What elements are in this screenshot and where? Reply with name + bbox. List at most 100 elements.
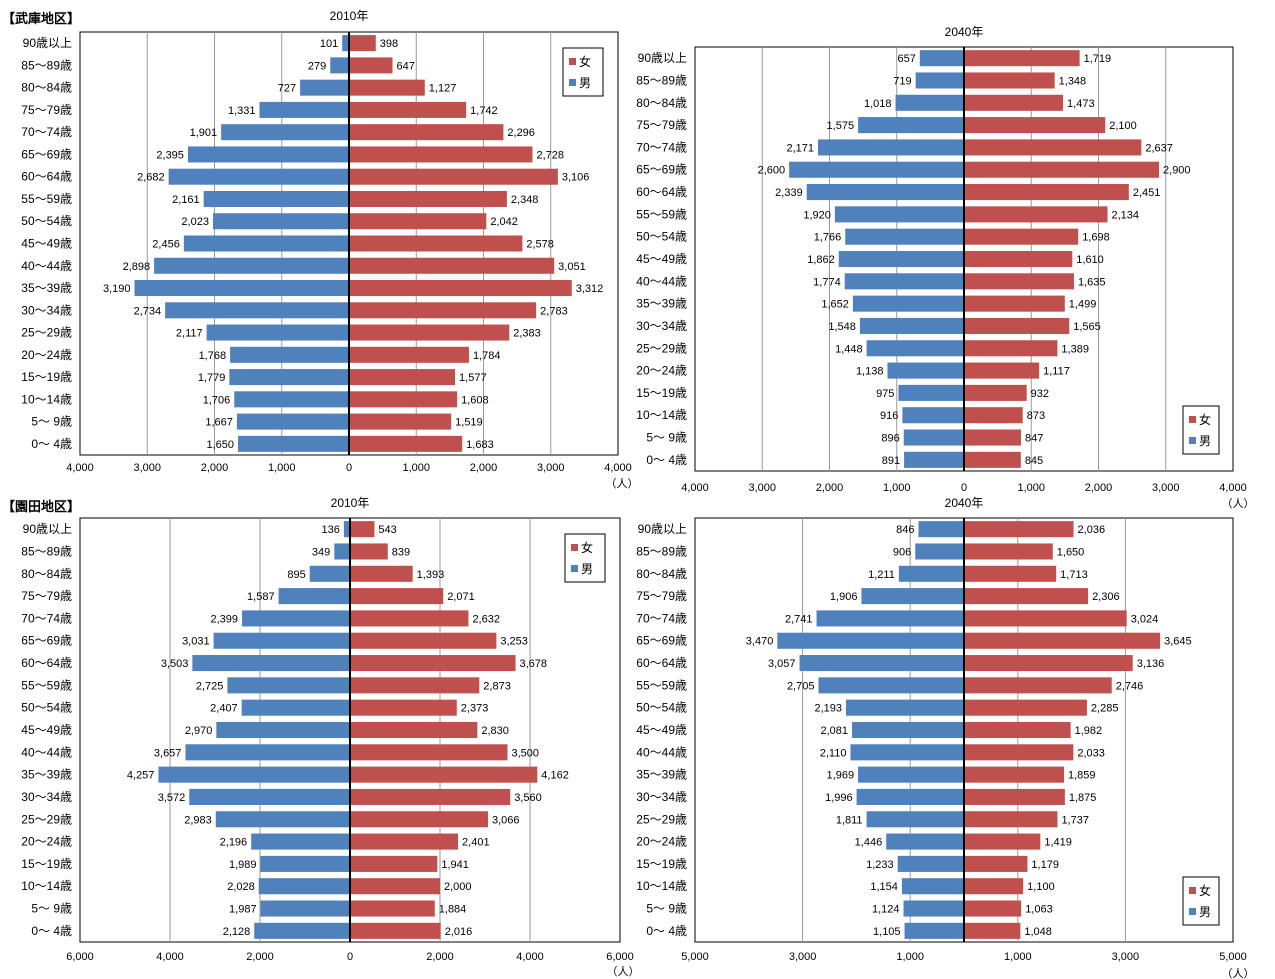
- legend-swatch-female-sonoda-2040: [1189, 887, 1196, 894]
- bar-male-muko-2010: [134, 280, 349, 297]
- bar-female-sonoda-2040: [964, 855, 1028, 872]
- age-label-sonoda-2010: 80～84歳: [21, 567, 72, 581]
- bar-male-sonoda-2010: [242, 610, 350, 627]
- data-label-male-muko-2040: 1,548: [828, 321, 856, 333]
- bar-female-muko-2040: [964, 72, 1055, 89]
- bar-female-muko-2010: [349, 213, 487, 230]
- age-label-sonoda-2040: 50～54歳: [636, 701, 687, 715]
- bar-female-sonoda-2010: [350, 588, 444, 605]
- bar-female-muko-2040: [964, 362, 1040, 379]
- bar-male-muko-2040: [806, 184, 964, 201]
- age-label-muko-2040: 35～39歳: [636, 297, 687, 311]
- age-label-muko-2010: 75～79歳: [21, 103, 72, 117]
- bar-male-muko-2040: [902, 407, 964, 424]
- bar-male-sonoda-2040: [915, 543, 964, 560]
- data-label-female-muko-2010: 3,312: [576, 283, 604, 295]
- data-label-male-sonoda-2040: 846: [896, 524, 914, 536]
- age-label-sonoda-2010: 40～44歳: [21, 745, 72, 759]
- data-label-male-muko-2010: 1,667: [205, 417, 233, 429]
- data-label-female-sonoda-2040: 3,024: [1131, 613, 1159, 625]
- age-label-sonoda-2040: 55～59歳: [636, 678, 687, 692]
- data-label-male-muko-2010: 279: [308, 60, 326, 72]
- age-label-sonoda-2040: 60～64歳: [636, 656, 687, 670]
- age-label-muko-2010: 25～29歳: [21, 326, 72, 340]
- data-label-male-sonoda-2040: 3,470: [746, 636, 774, 648]
- data-label-female-muko-2040: 2,900: [1163, 165, 1191, 177]
- bar-male-sonoda-2010: [192, 655, 350, 672]
- bar-female-sonoda-2010: [350, 833, 459, 850]
- data-label-male-sonoda-2040: 906: [893, 546, 911, 558]
- age-label-muko-2010: 0～ 4歳: [31, 437, 72, 451]
- bar-male-muko-2010: [206, 324, 349, 341]
- bar-female-muko-2040: [964, 429, 1021, 446]
- data-label-female-muko-2040: 2,134: [1112, 209, 1140, 221]
- bar-female-sonoda-2040: [964, 922, 1021, 939]
- bar-male-sonoda-2040: [903, 900, 964, 917]
- bar-female-sonoda-2040: [964, 521, 1074, 538]
- legend-swatch-female-sonoda-2010: [571, 544, 578, 551]
- bar-female-sonoda-2010: [350, 922, 441, 939]
- legend-label-female-sonoda-2040: 女: [1199, 883, 1211, 898]
- data-label-female-muko-2010: 3,106: [562, 172, 590, 184]
- bar-female-sonoda-2010: [350, 855, 438, 872]
- data-label-male-sonoda-2040: 1,105: [873, 926, 901, 938]
- x-tick-label-muko-2010: 0: [346, 462, 352, 474]
- bar-female-sonoda-2040: [964, 878, 1024, 895]
- bar-male-sonoda-2010: [241, 699, 350, 716]
- legend-box-sonoda-2010: [564, 533, 606, 583]
- data-label-female-sonoda-2010: 3,500: [512, 747, 540, 759]
- age-label-muko-2010: 20～24歳: [21, 348, 72, 362]
- data-label-female-muko-2040: 1,473: [1067, 98, 1095, 110]
- bar-female-muko-2010: [349, 168, 558, 185]
- data-label-male-muko-2010: 2,161: [172, 194, 200, 206]
- bar-female-sonoda-2010: [350, 900, 435, 917]
- age-label-sonoda-2010: 35～39歳: [21, 768, 72, 782]
- data-label-female-muko-2040: 1,348: [1059, 75, 1087, 87]
- data-label-female-sonoda-2010: 3,678: [520, 658, 548, 670]
- data-label-female-sonoda-2040: 1,713: [1060, 569, 1088, 581]
- age-label-muko-2010: 35～39歳: [21, 281, 72, 295]
- data-label-male-muko-2010: 727: [278, 83, 296, 95]
- bar-male-sonoda-2040: [858, 766, 964, 783]
- bar-female-muko-2040: [964, 161, 1160, 178]
- age-label-muko-2040: 85～89歳: [636, 73, 687, 87]
- data-label-female-muko-2040: 1,698: [1082, 232, 1110, 244]
- legend-label-female-muko-2010: 女: [579, 54, 591, 69]
- bar-female-sonoda-2010: [350, 632, 497, 649]
- bar-male-muko-2040: [859, 317, 964, 334]
- data-label-male-sonoda-2010: 2,028: [227, 881, 255, 893]
- data-label-male-muko-2040: 719: [893, 75, 911, 87]
- bar-female-sonoda-2010: [350, 811, 488, 828]
- bar-female-sonoda-2010: [350, 655, 516, 672]
- data-label-female-muko-2040: 873: [1027, 410, 1045, 422]
- bar-female-sonoda-2010: [350, 677, 480, 694]
- data-label-male-muko-2040: 2,600: [758, 165, 786, 177]
- bar-female-muko-2040: [964, 273, 1074, 290]
- data-label-female-sonoda-2010: 3,066: [492, 814, 520, 826]
- bar-male-muko-2010: [187, 146, 349, 163]
- bar-female-sonoda-2010: [350, 565, 413, 582]
- bar-female-sonoda-2040: [964, 766, 1065, 783]
- bar-female-muko-2040: [964, 451, 1021, 468]
- data-label-male-sonoda-2040: 1,811: [836, 814, 863, 826]
- x-tick-label-muko-2040: 2,000: [816, 482, 844, 494]
- legend-swatch-male-sonoda-2010: [571, 565, 578, 572]
- data-label-female-muko-2010: 2,042: [490, 216, 518, 228]
- x-tick-label-muko-2040: 1,000: [1017, 482, 1045, 494]
- age-label-sonoda-2010: 50～54歳: [21, 701, 72, 715]
- bar-male-muko-2010: [212, 213, 349, 230]
- data-label-male-sonoda-2010: 1,989: [229, 859, 257, 871]
- bar-female-sonoda-2040: [964, 543, 1053, 560]
- data-label-male-muko-2010: 2,898: [123, 261, 151, 273]
- bar-female-sonoda-2010: [350, 878, 440, 895]
- data-label-male-muko-2040: 1,448: [835, 343, 863, 355]
- data-label-female-sonoda-2040: 2,306: [1092, 591, 1120, 603]
- legend-swatch-male-muko-2040: [1189, 437, 1196, 444]
- data-label-female-muko-2010: 2,783: [540, 305, 568, 317]
- age-label-sonoda-2040: 85～89歳: [636, 544, 687, 558]
- data-label-male-muko-2040: 2,171: [786, 142, 814, 154]
- bar-male-muko-2040: [903, 429, 964, 446]
- bar-female-muko-2040: [964, 206, 1108, 223]
- legend-swatch-female-muko-2040: [1189, 416, 1196, 423]
- age-label-sonoda-2040: 0～ 4歳: [646, 924, 687, 938]
